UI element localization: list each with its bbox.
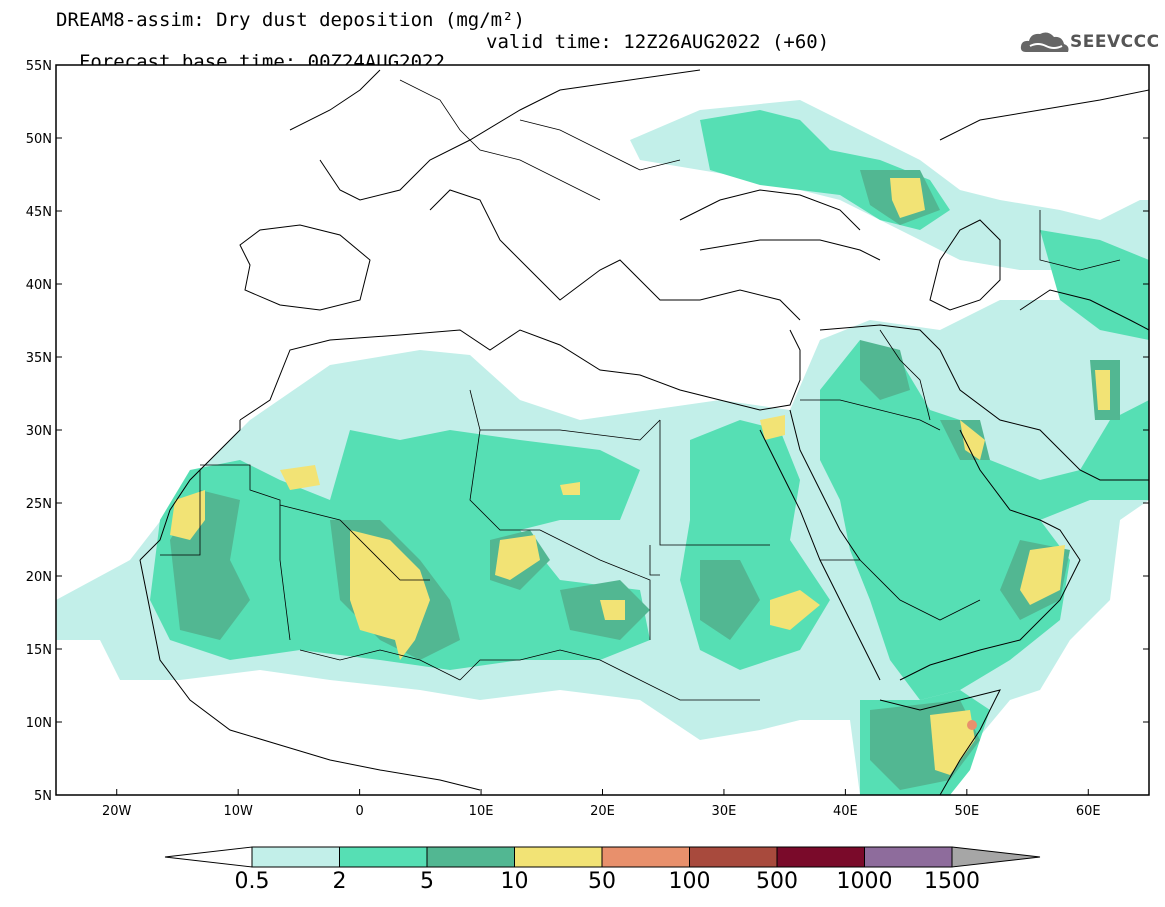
lon-tick-label: 10E [469, 804, 494, 819]
colorbar-swatch [776, 846, 865, 868]
map-title: DREAM8-assim: Dry dust deposition (mg/m²… [56, 9, 525, 31]
lon-tick-label: 40E [833, 804, 858, 819]
dust-level-50 [967, 720, 977, 730]
colorbar-under-arrow [164, 846, 253, 868]
colorbar: 0.5 2 5 10 50 100 500 1000 1500 [164, 846, 1041, 894]
dust-level-10 [170, 178, 1110, 775]
lat-tick-label: 45N [26, 205, 52, 220]
colorbar-swatch [689, 846, 778, 868]
colorbar-swatch [514, 846, 603, 868]
colorbar-level-label: 0.5 [235, 869, 270, 894]
colorbar-swatch [864, 846, 953, 868]
colorbar-level-label: 2 [333, 869, 347, 894]
colorbar-level-label: 1500 [924, 869, 980, 894]
colorbar-level-label: 5 [420, 869, 434, 894]
lon-tick-label: 60E [1076, 804, 1101, 819]
colorbar-swatch [251, 846, 340, 868]
lon-tick-label: 0 [355, 804, 363, 819]
colorbar-over-arrow [951, 846, 1041, 868]
lat-tick-label: 25N [26, 497, 52, 512]
colorbar-swatch [339, 846, 428, 868]
lat-tick-label: 55N [26, 59, 52, 74]
colorbar-level-label: 1000 [837, 869, 893, 894]
lat-tick-label: 30N [26, 424, 52, 439]
lat-tick-label: 35N [26, 351, 52, 366]
lat-tick-label: 50N [26, 132, 52, 147]
lon-tick-label: 20W [102, 804, 132, 819]
lat-tick-label: 5N [34, 789, 52, 804]
lon-tick-label: 10W [223, 804, 253, 819]
lat-tick-label: 10N [26, 716, 52, 731]
valid-time: valid time: 12Z26AUG2022 (+60) [486, 31, 830, 53]
logo-text: SEEVCCC [1070, 32, 1160, 52]
colorbar-level-label: 10 [501, 869, 529, 894]
colorbar-level-label: 50 [588, 869, 616, 894]
colorbar-level-label: 100 [669, 869, 711, 894]
longitude-axis: 20W 10W 0 10E 20E 30E 40E 50E 60E [102, 789, 1101, 819]
colorbar-level-label: 500 [756, 869, 798, 894]
colorbar-swatch [426, 846, 515, 868]
lat-tick-label: 40N [26, 278, 52, 293]
cloud-logo-icon [1020, 32, 1069, 52]
latitude-axis: 55N 50N 45N 40N 35N 30N 25N 20N 15N 10N 5N [26, 59, 1149, 804]
lon-tick-label: 20E [590, 804, 615, 819]
colorbar-swatch [601, 846, 690, 868]
lat-tick-label: 20N [26, 570, 52, 585]
lon-tick-label: 50E [954, 804, 979, 819]
lon-tick-label: 30E [712, 804, 737, 819]
lat-tick-label: 15N [26, 643, 52, 658]
country-borders [160, 79, 1121, 701]
dust-fields [56, 100, 1149, 795]
